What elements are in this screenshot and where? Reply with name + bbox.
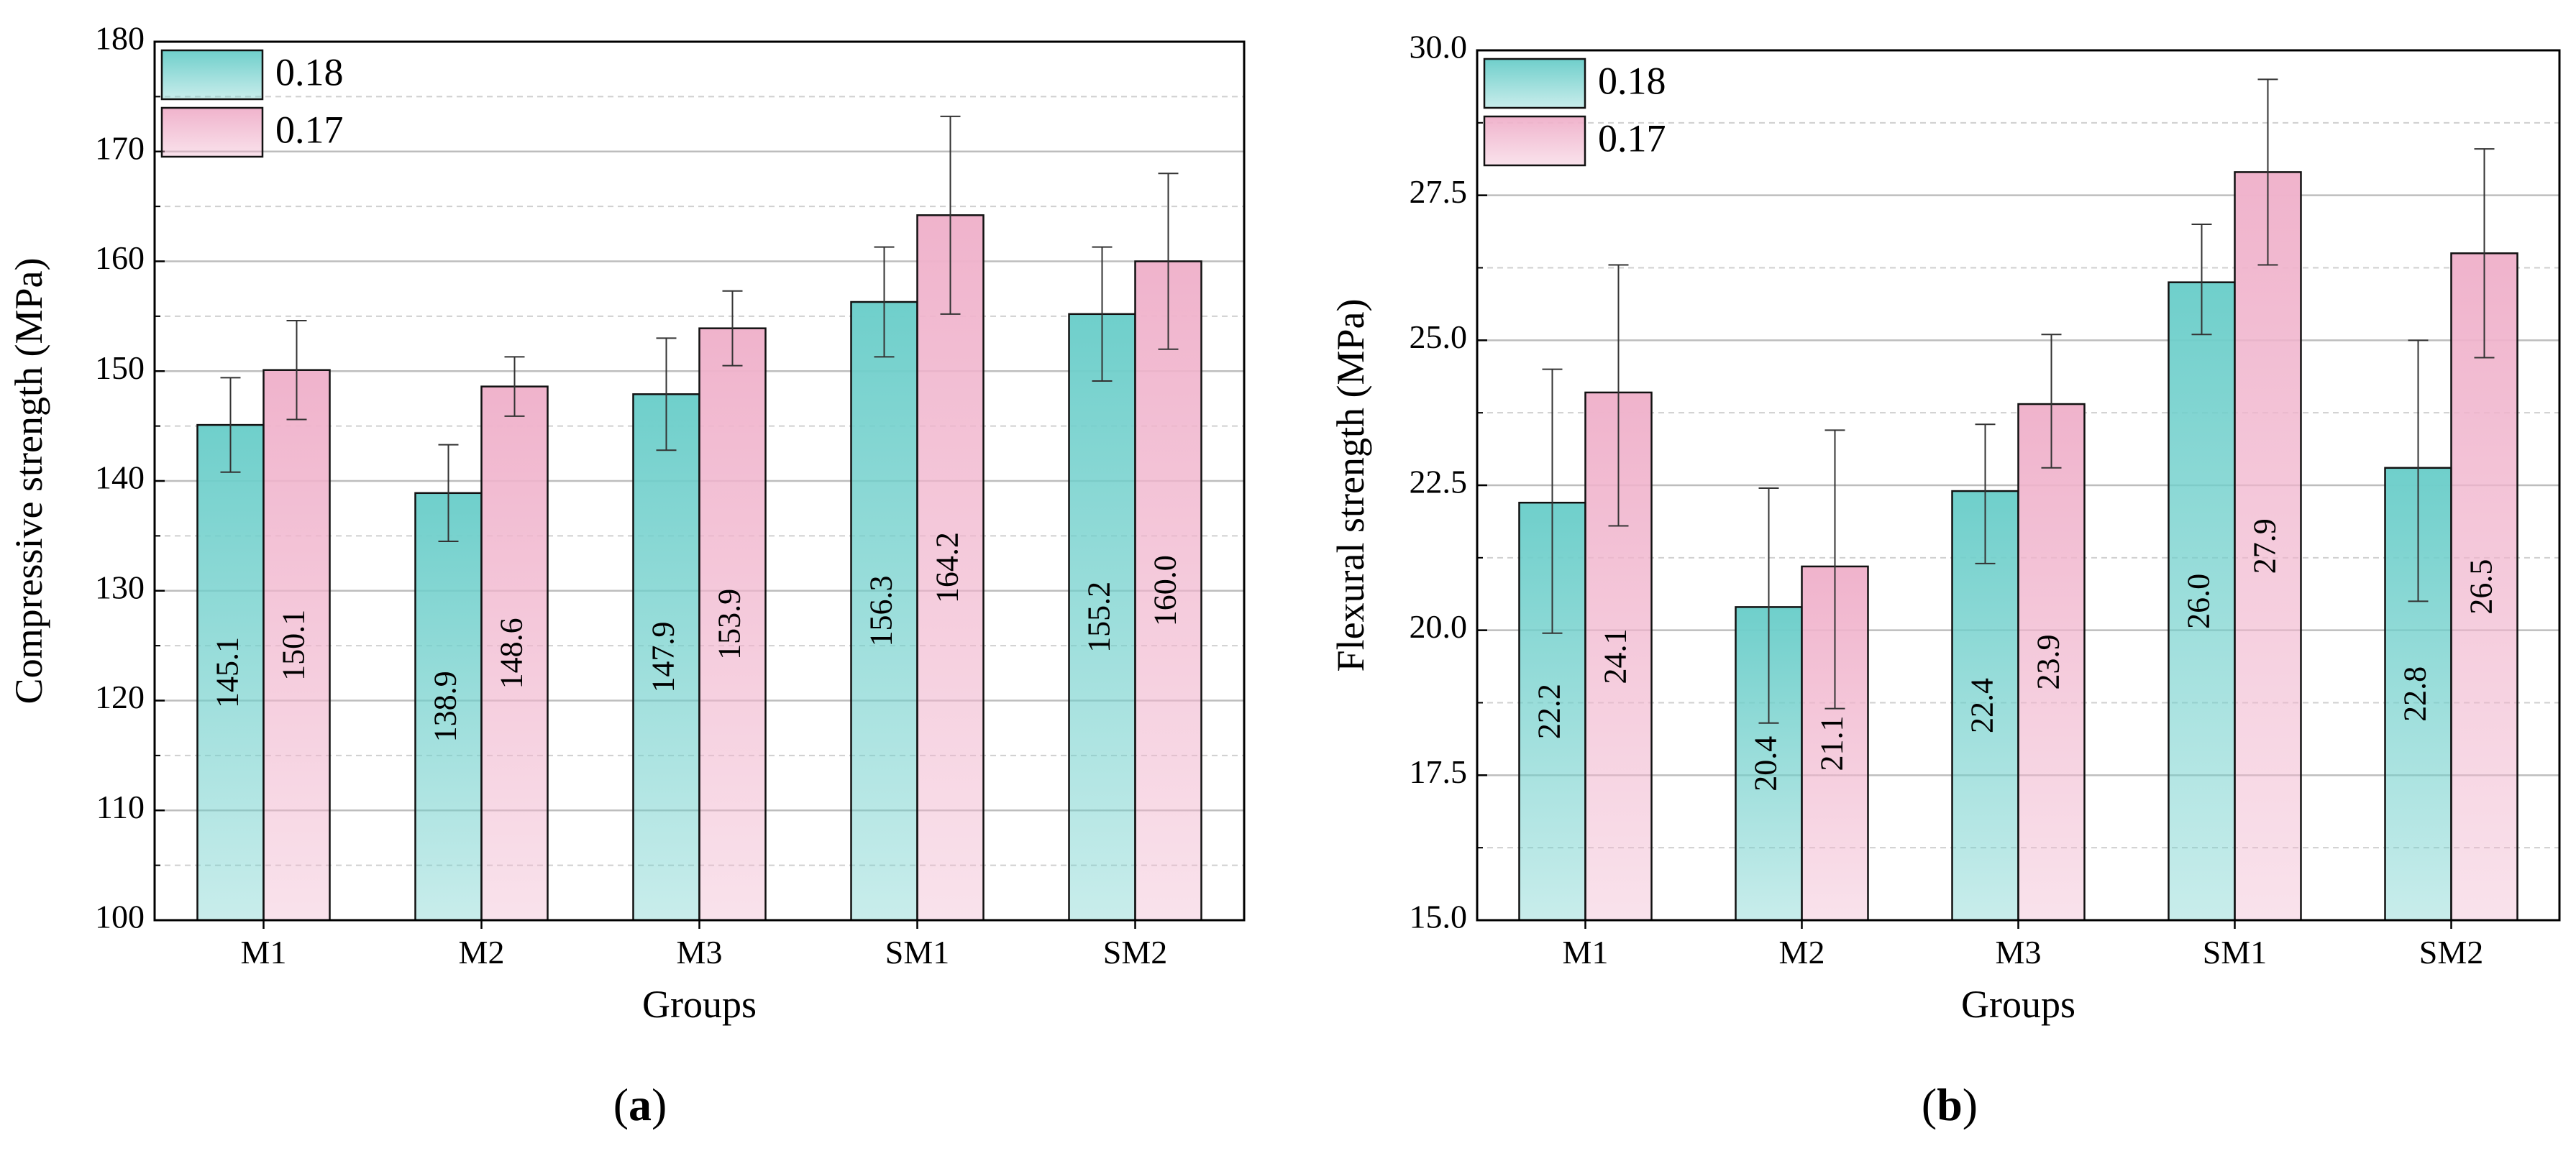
- y-tick-label: 160: [95, 239, 145, 276]
- data-label: 138.9: [428, 671, 463, 742]
- panel-b: 22.2 24.1 20.4 21.1 22.4 23.9 26.0 27.9 22.8 26.5…: [1288, 0, 2576, 1156]
- caption-a: (a): [613, 1079, 667, 1130]
- panel-a: 145.1 150.1 138.9 148.6 147.9 153.9 156.3 164.2…: [7, 20, 1246, 1130]
- data-label: 145.1: [210, 637, 245, 708]
- bar-M3-0.17: [698, 327, 767, 922]
- legend-swatch-0.18: [1483, 58, 1586, 109]
- y-tick-label: 30.0: [1410, 29, 1468, 65]
- data-label: 22.4: [1965, 678, 2000, 733]
- data-label: 150.1: [276, 610, 311, 681]
- data-label: 23.9: [2031, 635, 2066, 690]
- data-label: 26.0: [2181, 574, 2216, 629]
- legend: 0.18 0.17: [1483, 58, 1666, 167]
- y-tick-label: 22.5: [1410, 464, 1468, 500]
- data-label: 20.4: [1748, 736, 1783, 792]
- y-tick-label: 15.0: [1410, 899, 1468, 935]
- y-axis-title: Compressive strength (MPa): [7, 258, 50, 705]
- data-label: 27.9: [2247, 518, 2283, 574]
- x-tick-label: M1: [1563, 934, 1609, 971]
- legend-label: 0.18: [275, 50, 344, 93]
- caption-b: (b): [1921, 1079, 1978, 1130]
- legend: 0.18 0.17: [160, 49, 344, 158]
- legend-swatch-0.17: [1483, 115, 1586, 167]
- x-tick-label: M3: [1996, 934, 2042, 971]
- data-label: 22.8: [2398, 666, 2433, 722]
- chart-b: 22.2 24.1 20.4 21.1 22.4 23.9 26.0 27.9 22.8 26.5…: [1329, 29, 2561, 1026]
- y-tick-label: 120: [95, 679, 145, 715]
- bar-SM1-0.17: [2234, 171, 2302, 922]
- x-tick-label: M2: [1779, 934, 1825, 971]
- y-tick-label: 100: [95, 899, 145, 935]
- legend-swatch-0.17: [160, 106, 264, 158]
- legend-label: 0.17: [275, 108, 344, 151]
- data-label: 153.9: [712, 589, 747, 660]
- data-label: 164.2: [930, 532, 965, 603]
- y-tick-label: 130: [95, 569, 145, 605]
- bar-M3-0.18: [632, 393, 700, 922]
- legend-label: 0.18: [1598, 59, 1666, 102]
- data-label: 148.6: [494, 618, 529, 689]
- data-label: 26.5: [2464, 559, 2499, 615]
- x-axis-title: Groups: [1961, 983, 2075, 1026]
- y-tick-label: 110: [96, 789, 145, 825]
- bars: 145.1 150.1 138.9 148.6 147.9 153.9 156.3 164.2…: [196, 115, 1202, 922]
- y-tick-label: 27.5: [1410, 173, 1468, 210]
- chart-a: 145.1 150.1 138.9 148.6 147.9 153.9 156.3 164.2…: [7, 20, 1246, 1026]
- y-tick-label: 17.5: [1410, 753, 1468, 790]
- bar-SM1-0.18: [850, 301, 918, 922]
- y-tick-label: 170: [95, 129, 145, 166]
- y-tick-label: 180: [95, 20, 145, 57]
- data-label: 22.2: [1532, 684, 1567, 739]
- y-axis-title: Flexural strength (MPa): [1329, 299, 1372, 672]
- bar-M3-0.17: [2017, 403, 2086, 922]
- x-tick-label: M2: [459, 934, 505, 971]
- x-tick-label: SM2: [2419, 934, 2483, 971]
- bar-SM2-0.18: [1068, 313, 1136, 922]
- y-tick-label: 25.0: [1410, 318, 1468, 355]
- data-label: 155.2: [1082, 582, 1117, 653]
- data-label: 156.3: [864, 576, 899, 647]
- data-label: 24.1: [1598, 628, 1633, 684]
- x-axis-title: Groups: [642, 983, 757, 1026]
- x-tick-label: M3: [677, 934, 723, 971]
- legend-label: 0.17: [1598, 116, 1666, 160]
- x-tick-label: SM2: [1103, 934, 1167, 971]
- bar-M1-0.18: [196, 423, 265, 922]
- data-label: 21.1: [1814, 715, 1850, 771]
- bar-SM2-0.17: [1134, 260, 1202, 922]
- data-label: 160.0: [1148, 555, 1183, 626]
- legend-swatch-0.18: [160, 49, 264, 101]
- data-label: 147.9: [646, 622, 681, 693]
- y-tick-label: 20.0: [1410, 608, 1468, 645]
- x-tick-label: M1: [241, 934, 287, 971]
- x-tick-label: SM1: [2203, 934, 2267, 971]
- y-tick-label: 150: [95, 349, 145, 386]
- x-tick-label: SM1: [885, 934, 949, 971]
- bars: 22.2 24.1 20.4 21.1 22.4 23.9 26.0 27.9 22.8 26.5: [1518, 78, 2518, 922]
- y-tick-label: 140: [95, 459, 145, 496]
